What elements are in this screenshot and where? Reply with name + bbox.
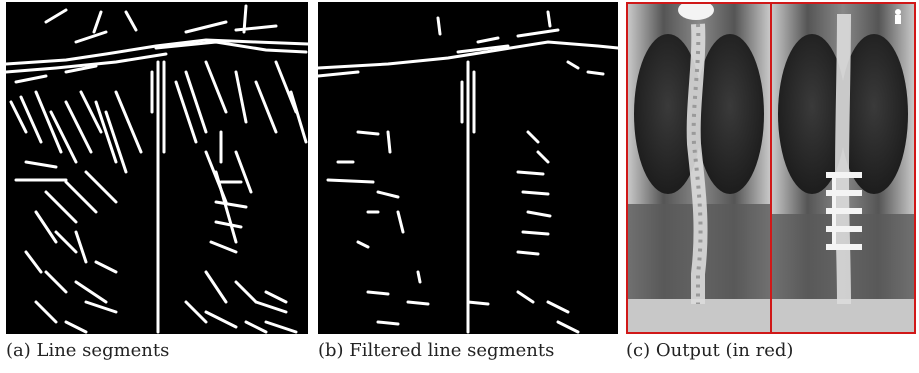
panel-output-xray [626, 2, 916, 334]
line-segments-image [6, 4, 308, 334]
xray-output-image [628, 4, 914, 332]
filtered-line-segments-image [318, 10, 618, 334]
output-divider [770, 4, 772, 332]
caption-panel-c: (c) Output (in red) [626, 340, 794, 361]
xray-pre-op [628, 4, 770, 332]
panel-line-segments [6, 2, 308, 334]
panel-filtered-line-segments [318, 2, 618, 334]
xray-post-op [772, 4, 914, 332]
caption-panel-b: (b) Filtered line segments [318, 340, 555, 361]
caption-panel-a: (a) Line segments [6, 340, 170, 361]
person-icon [895, 9, 901, 24]
